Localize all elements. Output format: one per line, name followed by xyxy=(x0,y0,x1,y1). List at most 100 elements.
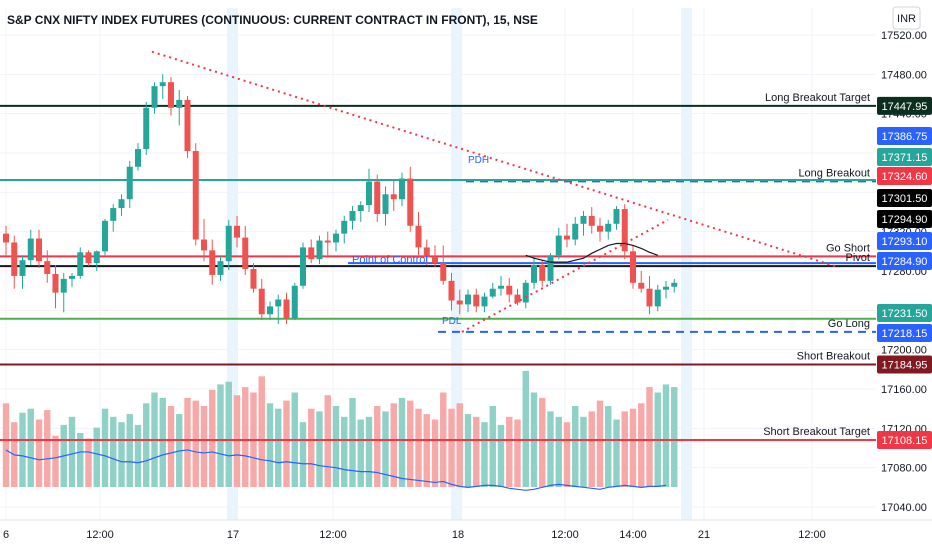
volume-bar xyxy=(605,406,612,487)
candle-body xyxy=(663,286,669,290)
volume-bar xyxy=(299,422,307,487)
volume-bar xyxy=(448,408,455,487)
candle-body xyxy=(77,252,84,276)
volume-bar xyxy=(629,408,637,487)
candle-body xyxy=(85,252,92,264)
price-badge xyxy=(877,304,932,322)
price-badge-label: 17231.50 xyxy=(882,308,928,320)
volume-bar xyxy=(159,397,166,487)
volume-bar xyxy=(52,435,59,487)
volume-bar xyxy=(184,397,191,487)
candle-body xyxy=(184,99,191,152)
candle-body xyxy=(489,288,496,297)
y-tick-label: 17040.00 xyxy=(881,502,927,514)
volume-bar xyxy=(588,411,595,487)
candle-body xyxy=(159,82,166,87)
price-badge xyxy=(877,430,932,449)
time-axis-bg xyxy=(0,520,932,550)
volume-bar xyxy=(258,376,265,487)
price-badge xyxy=(877,96,932,115)
x-tick-label: 12:00 xyxy=(86,529,114,541)
candle-body xyxy=(621,209,628,252)
candle-body xyxy=(572,223,579,240)
candle-body xyxy=(399,178,405,200)
volume-bar xyxy=(390,403,397,487)
candle-body xyxy=(135,149,141,167)
candle-body xyxy=(110,208,117,221)
y-tick-label: 17200.00 xyxy=(881,345,927,357)
volume-bar xyxy=(481,422,488,487)
candle-body xyxy=(316,240,323,260)
candles xyxy=(3,74,678,325)
poc-label: Point of Control xyxy=(352,254,428,266)
candle-body xyxy=(291,285,298,319)
x-tick-label: 12:00 xyxy=(319,529,347,541)
y-tick-label: 17520.00 xyxy=(881,30,927,42)
volume-bar xyxy=(266,403,274,487)
volume-bar xyxy=(596,400,604,487)
candle-body xyxy=(349,211,356,221)
candle-body xyxy=(3,233,9,243)
volume-bar xyxy=(332,406,340,487)
volume-bar xyxy=(68,416,76,487)
y-tick-label: 17480.00 xyxy=(881,69,927,81)
candle-body xyxy=(498,285,504,289)
volume-bar xyxy=(547,411,554,487)
candle-body xyxy=(283,299,290,319)
volume-bar xyxy=(497,424,505,487)
candle-body xyxy=(588,215,595,226)
candle-body xyxy=(11,242,18,276)
volume-bar xyxy=(167,406,175,487)
volume-bar xyxy=(324,395,331,487)
volume-bar xyxy=(456,403,463,487)
sma-line xyxy=(525,242,658,263)
candle-body xyxy=(597,225,603,232)
pdl-label: PDL xyxy=(442,316,462,327)
volume-bar xyxy=(563,422,571,487)
volume-bar xyxy=(225,381,232,487)
candle-body xyxy=(506,285,513,295)
candle-body xyxy=(390,194,397,200)
volume-bar xyxy=(382,411,389,487)
volume-bar xyxy=(662,384,670,487)
volume-bar xyxy=(44,410,51,487)
candle-body xyxy=(69,275,75,279)
price-badge xyxy=(877,232,932,250)
candle-body xyxy=(357,205,364,212)
vwap-line xyxy=(5,449,667,491)
annotations: PDH PDL Point of Control xyxy=(352,155,489,327)
candle-body xyxy=(250,269,257,289)
level-go-long-label: Go Long xyxy=(828,318,870,330)
pdh-label: PDH xyxy=(468,155,489,166)
candle-body xyxy=(36,238,42,262)
candle-body xyxy=(448,280,455,301)
currency-badge[interactable]: INR xyxy=(892,6,921,30)
candle-body xyxy=(456,300,463,305)
candle-body xyxy=(333,233,339,243)
candle-body xyxy=(151,86,158,108)
candle-body xyxy=(580,215,587,224)
candle-body xyxy=(613,209,620,224)
level-pivot-label: Pivot xyxy=(846,252,870,264)
level-long-breakout-label: Long Breakout xyxy=(798,167,870,179)
volume-bar xyxy=(621,411,628,487)
volume-bar xyxy=(572,406,579,487)
price-badge-label: 17108.15 xyxy=(882,435,928,447)
candle-body xyxy=(473,294,480,307)
candle-body xyxy=(555,235,562,256)
volume-bars xyxy=(2,370,678,487)
candle-body xyxy=(300,247,306,286)
candle-body xyxy=(531,265,537,283)
candle-body xyxy=(176,99,183,108)
volume-bar xyxy=(374,406,381,487)
y-tick-label: 17080.00 xyxy=(881,463,927,475)
volume-bar xyxy=(143,403,150,487)
x-tick-label: 6 xyxy=(3,529,9,541)
candle-body xyxy=(242,237,249,270)
price-badge-label: 17301.50 xyxy=(882,193,928,205)
candle-body xyxy=(44,261,51,274)
volume-bar xyxy=(27,408,34,487)
volume-bar xyxy=(308,408,315,487)
price-badge xyxy=(877,127,932,145)
